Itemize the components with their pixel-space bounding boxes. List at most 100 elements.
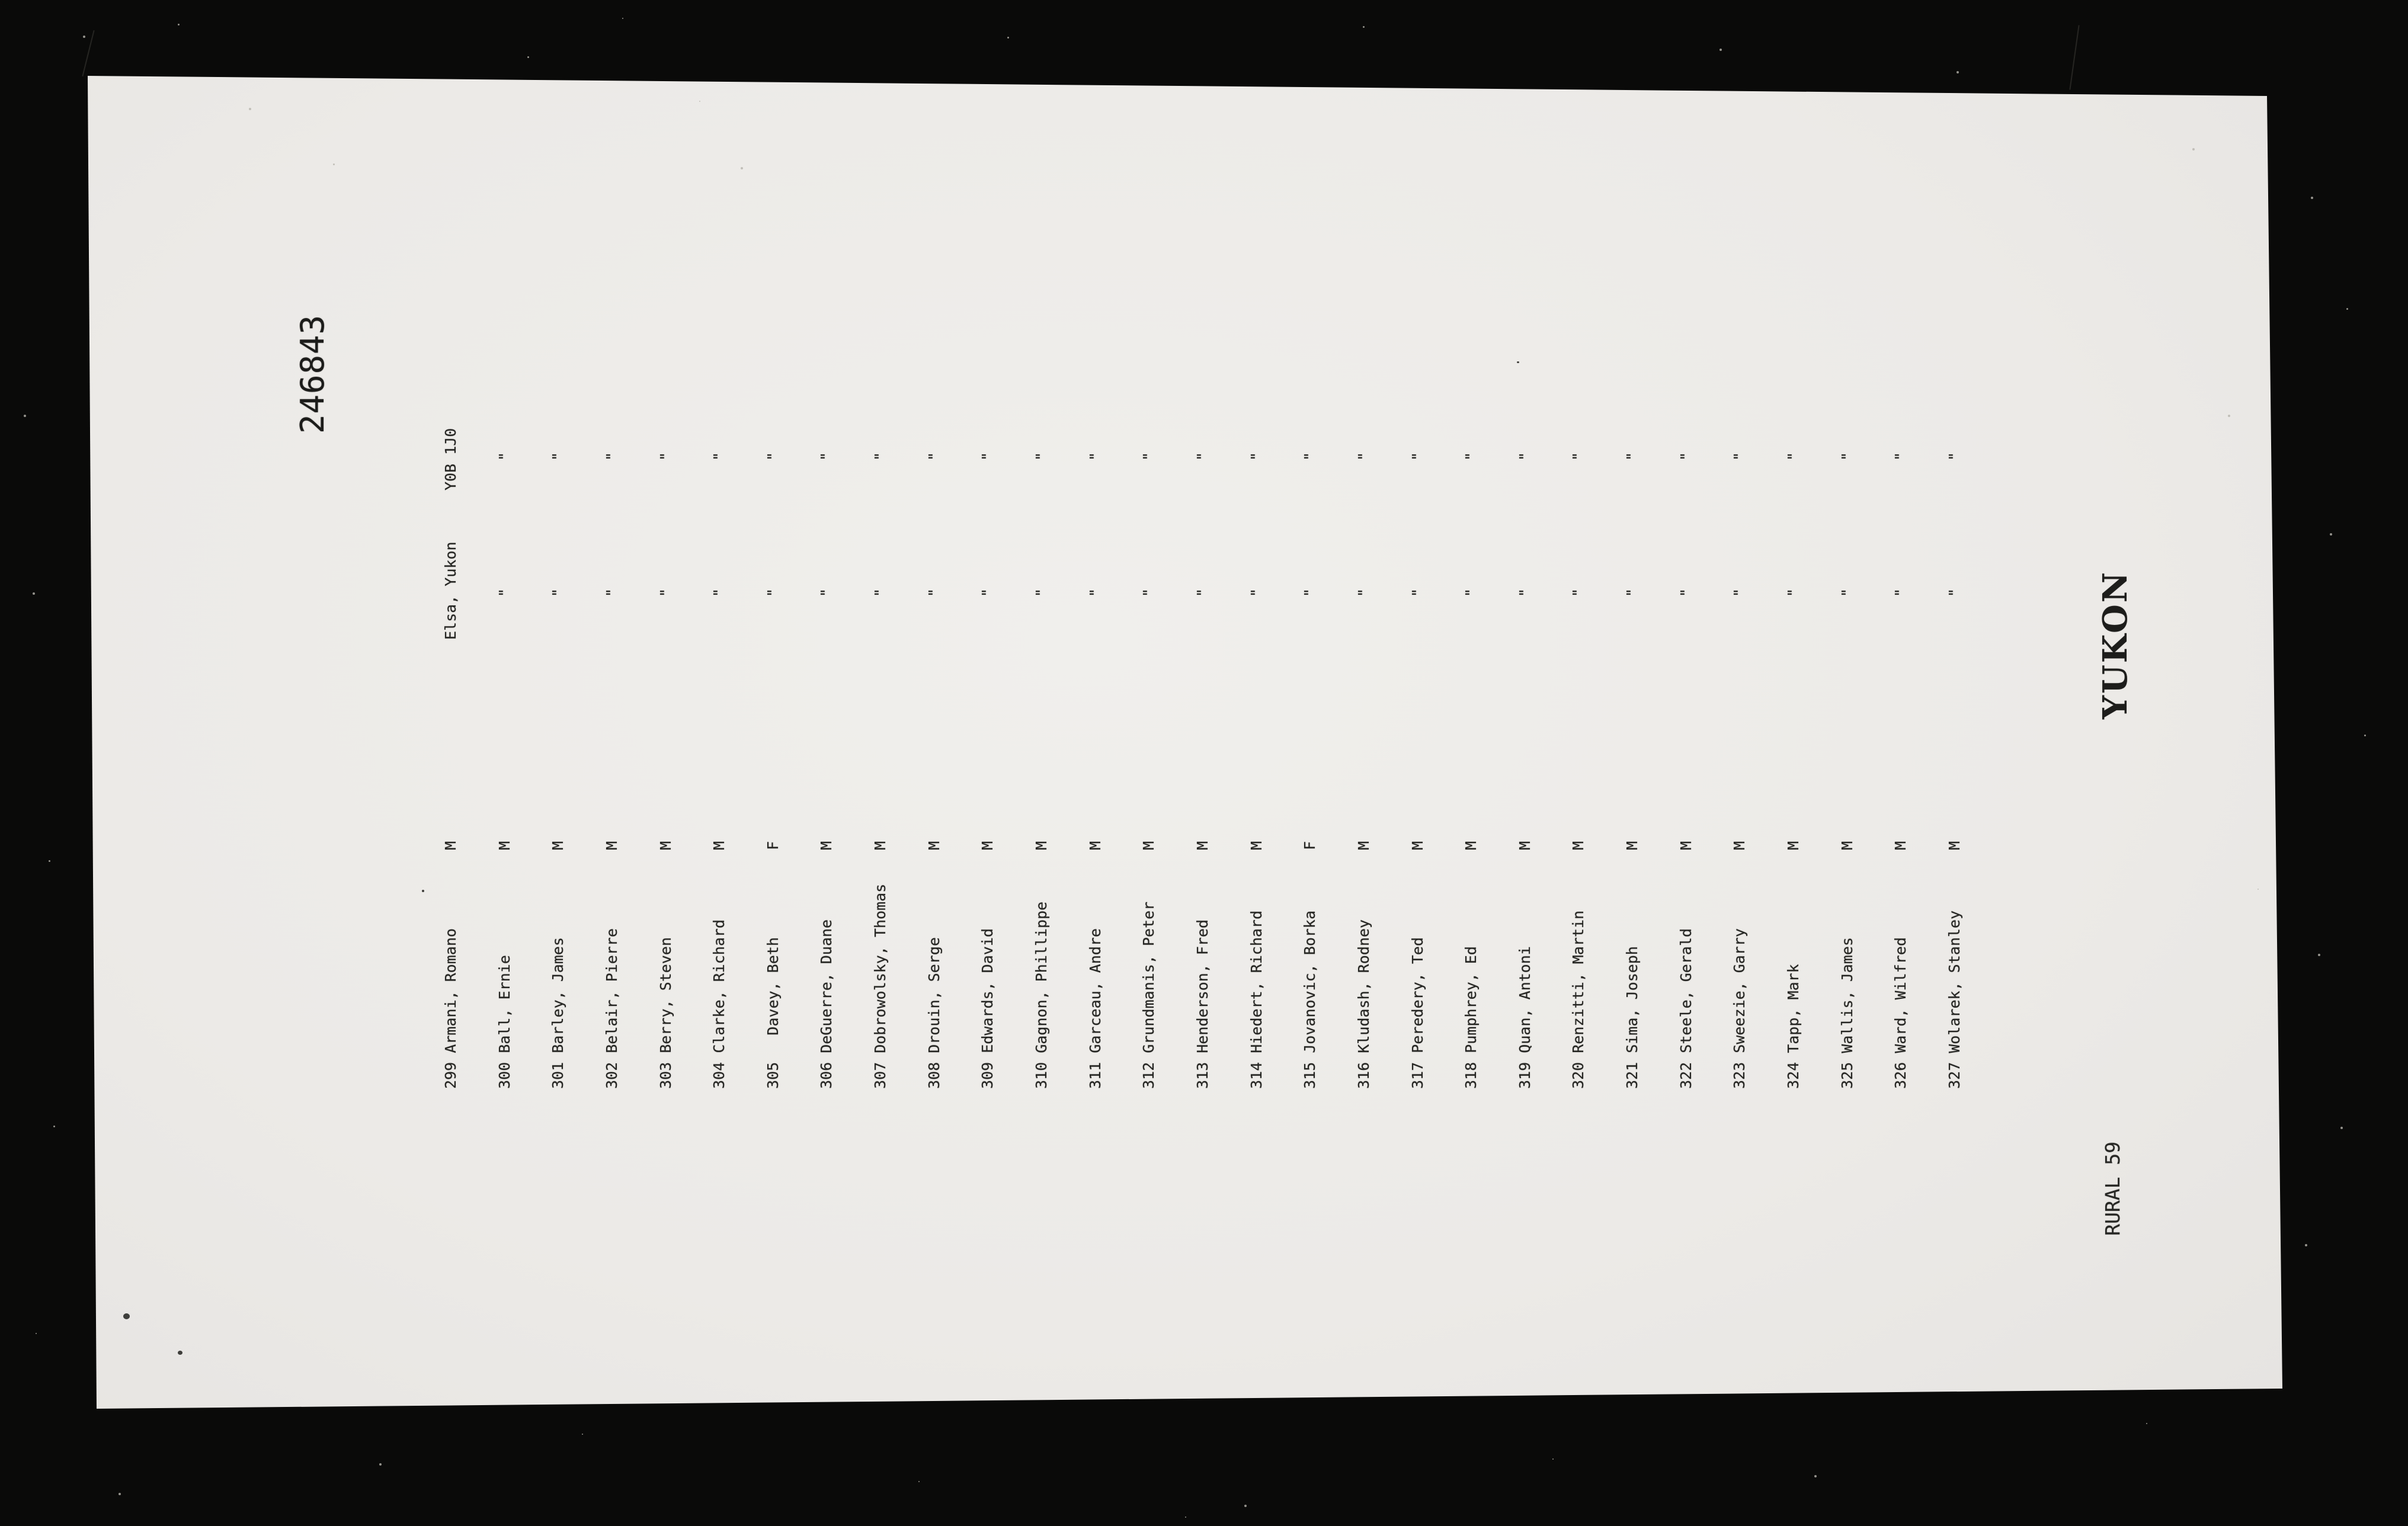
postal-ditto-mark: " (1140, 451, 1158, 461)
film-dust-speck (699, 101, 700, 102)
postal-ditto-mark: " (764, 451, 782, 461)
postal-ditto-mark: " (657, 451, 674, 461)
row-sex: M (1140, 841, 1158, 850)
film-frame-number: 246843 (294, 314, 331, 434)
row-number-and-name: 319 Quan, Antoni (1516, 946, 1533, 1089)
address-ditto-mark: " (710, 588, 728, 597)
row-sex: M (1354, 841, 1372, 850)
film-dust-speck (49, 860, 50, 862)
row-number-and-name: 317 Peredery, Ted (1408, 937, 1426, 1089)
record-row: 326 Ward, Wilfred M " " (1891, 342, 1910, 1089)
row-number-and-name: 322 Steele, Gerald (1677, 928, 1695, 1089)
postal-ditto-mark: " (1462, 451, 1480, 461)
record-row: 311 Garceau, Andre M " " (1086, 342, 1105, 1089)
film-dust-speck (582, 1434, 583, 1435)
record-row: 310 Gagnon, Phillippe M " " (1032, 342, 1051, 1089)
address-ditto-mark: " (1785, 588, 1802, 597)
postal-ditto-mark: " (818, 451, 835, 461)
record-row: 305 Davey, Beth F " " (764, 342, 783, 1089)
postal-ditto-mark: " (1301, 451, 1319, 461)
address-ditto-mark: " (1516, 588, 1533, 597)
film-dust-speck (249, 108, 251, 110)
address-ditto-mark: " (764, 588, 782, 597)
film-dust-speck (918, 1481, 920, 1482)
film-dust-speck (2305, 1244, 2307, 1246)
film-dust-speck (2258, 889, 2259, 890)
postal-ditto-mark: " (979, 451, 997, 461)
address-ditto-mark: " (1892, 588, 1910, 597)
row-sex: M (1731, 841, 1749, 850)
row-sex: M (1785, 841, 1802, 850)
address-ditto-mark: " (979, 588, 997, 597)
row-number-and-name: 303 Berry, Steven (657, 937, 674, 1089)
row-number-and-name: 316 Kludash, Rodney (1354, 919, 1372, 1089)
row-number-and-name: 308 Drouin, Serge (925, 937, 943, 1089)
postal-ditto-mark: " (1677, 451, 1695, 461)
row-sex: M (818, 841, 835, 850)
film-dust-speck (24, 415, 26, 417)
row-sex: F (764, 841, 782, 850)
record-row: 316 Kludash, Rodney M " " (1354, 342, 1373, 1089)
postal-ditto-mark: " (1193, 451, 1211, 461)
record-row: 320 Renzitti, Martin M " " (1569, 342, 1588, 1089)
record-row: 313 Henderson, Fred M " " (1193, 342, 1212, 1089)
row-number-and-name: 318 Pumphrey, Ed (1462, 946, 1480, 1089)
film-dust-speck (36, 1333, 37, 1334)
row-sex: M (925, 841, 943, 850)
postal-ditto-mark: " (1033, 451, 1051, 461)
postal-ditto-mark: " (1086, 451, 1104, 461)
address-ditto-mark: " (818, 588, 835, 597)
record-row: 301 Barley, James M " " (549, 342, 568, 1089)
film-dust-speck (527, 56, 529, 58)
address-ditto-mark: " (1731, 588, 1749, 597)
row-sex: M (1892, 841, 1910, 850)
film-dust-speck (53, 1126, 55, 1127)
row-number-and-name: 299 Armani, Romano (442, 928, 459, 1089)
film-dust-speck (2364, 735, 2366, 736)
row-sex: M (1408, 841, 1426, 850)
address-ditto-mark: " (1462, 588, 1480, 597)
record-row: 299 Armani, Romano M Elsa, Yukon Y0B 1J0 (441, 342, 460, 1089)
film-dust-speck (741, 167, 743, 169)
row-number-and-name: 323 Sweezie, Garry (1731, 928, 1749, 1089)
row-number-and-name: 315 Jovanovic, Borka (1301, 910, 1319, 1089)
row-number-and-name: 314 Hiedert, Richard (1247, 910, 1265, 1089)
record-row: 303 Berry, Steven M " " (657, 342, 675, 1089)
row-sex: M (1033, 841, 1051, 850)
row-sex: M (1945, 841, 1963, 850)
row-address: Elsa, Yukon (442, 541, 459, 640)
row-sex: M (1193, 841, 1211, 850)
row-number-and-name: 312 Grundmanis, Peter (1140, 901, 1158, 1089)
record-row: 317 Peredery, Ted M " " (1408, 342, 1427, 1089)
address-ditto-mark: " (1247, 588, 1265, 597)
address-ditto-mark: " (1140, 588, 1158, 597)
address-ditto-mark: " (1193, 588, 1211, 597)
film-dust-speck (2330, 533, 2332, 536)
postal-ditto-mark: " (1354, 451, 1372, 461)
film-dust-speck (83, 36, 85, 38)
row-number-and-name: 306 DeGuerre, Duane (818, 919, 835, 1089)
film-dust-speck (1956, 71, 1959, 73)
page-ink-speck (123, 1313, 130, 1319)
row-sex: M (1462, 841, 1480, 850)
postal-ditto-mark: " (549, 451, 567, 461)
address-ditto-mark: " (1838, 588, 1856, 597)
film-dust-speck (178, 24, 180, 25)
film-dust-speck (2311, 197, 2313, 199)
postal-ditto-mark: " (1892, 451, 1910, 461)
record-row: 307 Dobrowolsky, Thomas M " " (871, 342, 890, 1089)
address-ditto-mark: " (1301, 588, 1319, 597)
address-ditto-mark: " (1677, 588, 1695, 597)
row-number-and-name: 301 Barley, James (549, 937, 567, 1089)
address-ditto-mark: " (549, 588, 567, 597)
row-number-and-name: 304 Clarke, Richard (710, 919, 728, 1089)
row-number-and-name: 327 Wolarek, Stanley (1945, 910, 1963, 1089)
row-sex: M (710, 841, 728, 850)
postal-ditto-mark: " (1945, 451, 1963, 461)
address-ditto-mark: " (1033, 588, 1051, 597)
row-sex: M (549, 841, 567, 850)
address-ditto-mark: " (925, 588, 943, 597)
record-row: 319 Quan, Antoni M " " (1516, 342, 1535, 1089)
film-dust-speck (2146, 1423, 2147, 1424)
row-sex: M (1838, 841, 1856, 850)
